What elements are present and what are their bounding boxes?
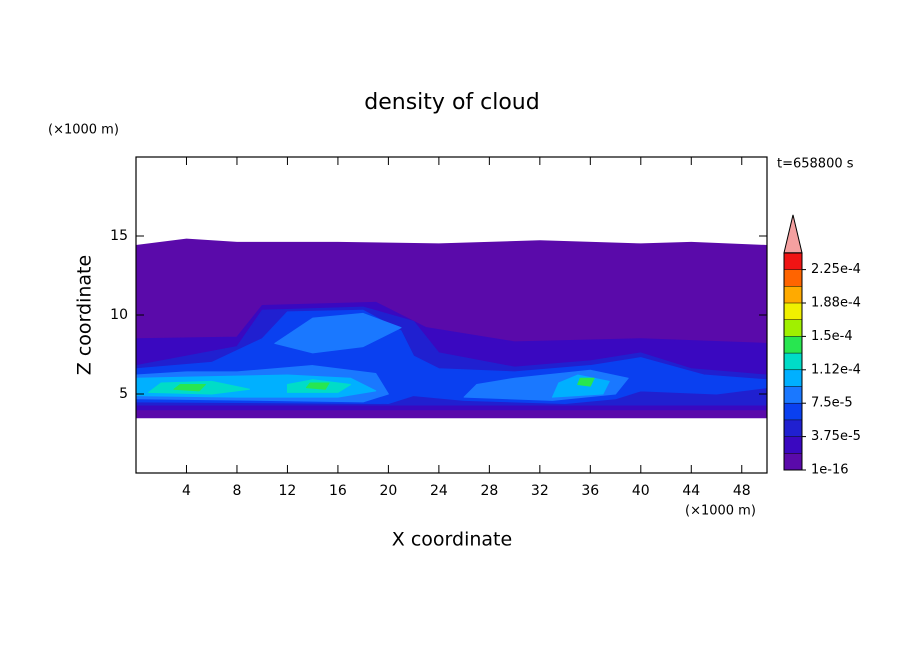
x-tick-label: 32 [531,483,549,499]
colorbar-band [784,286,802,303]
colorbar-band [784,269,802,287]
time-annotation: t=658800 s [777,157,854,172]
colorbar-band [784,403,802,420]
colorbar-tick-label: 1.12e-4 [811,362,861,377]
colorbar-band [784,336,802,354]
x-axis-label: X coordinate [392,529,512,551]
colorbar-band [784,419,802,437]
x-unit: (×1000 m) [685,504,756,519]
x-tick-label: 16 [329,483,347,499]
y-tick-label: 5 [119,386,128,402]
x-tick-label: 20 [379,483,397,499]
y-tick-label: 15 [110,228,128,244]
x-tick-label: 12 [279,483,297,499]
x-tick-label: 44 [682,483,700,499]
colorbar-tick-label: 1.5e-4 [811,329,853,344]
colorbar-tick-label: 2.25e-4 [811,262,861,277]
y-unit: (×1000 m) [48,123,119,138]
colorbar-band [784,369,802,387]
contour-region [577,377,595,387]
colorbar-band [784,252,802,270]
chart-title: density of cloud [364,90,539,115]
contour-region [274,312,402,354]
colorbar-tick-label: 1e-16 [811,463,849,478]
contour-region [305,382,330,390]
contour-region [173,384,206,392]
x-tick-label: 8 [232,483,241,499]
colorbar-band [784,453,802,470]
colorbar-tick-label: 7.5e-5 [811,396,853,411]
colorbar-band [784,436,802,454]
x-tick-label: 40 [632,483,650,499]
colorbar-band [784,319,802,337]
y-axis-label: Z coordinate [74,255,96,375]
colorbar-band [784,303,802,320]
colorbar-tick-label: 1.88e-4 [811,296,861,311]
colorbar-tick-label: 3.75e-5 [811,429,861,444]
colorbar-band [784,386,802,404]
x-tick-label: 48 [733,483,751,499]
x-tick-label: 28 [480,483,498,499]
x-tick-label: 4 [182,483,191,499]
colorbar-band [784,353,802,370]
x-tick-label: 36 [581,483,599,499]
y-tick-label: 10 [110,307,128,323]
x-tick-label: 24 [430,483,448,499]
